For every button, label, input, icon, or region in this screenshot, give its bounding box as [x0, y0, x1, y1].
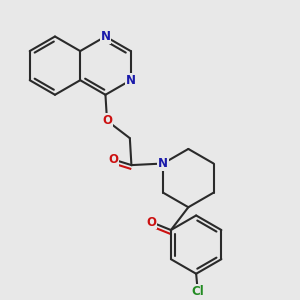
Text: Cl: Cl — [191, 285, 204, 298]
Text: O: O — [146, 216, 156, 229]
Text: N: N — [126, 74, 136, 87]
Text: N: N — [158, 157, 168, 170]
Text: O: O — [108, 153, 118, 166]
Text: N: N — [158, 157, 168, 170]
Text: N: N — [100, 30, 110, 43]
Text: O: O — [102, 114, 112, 127]
